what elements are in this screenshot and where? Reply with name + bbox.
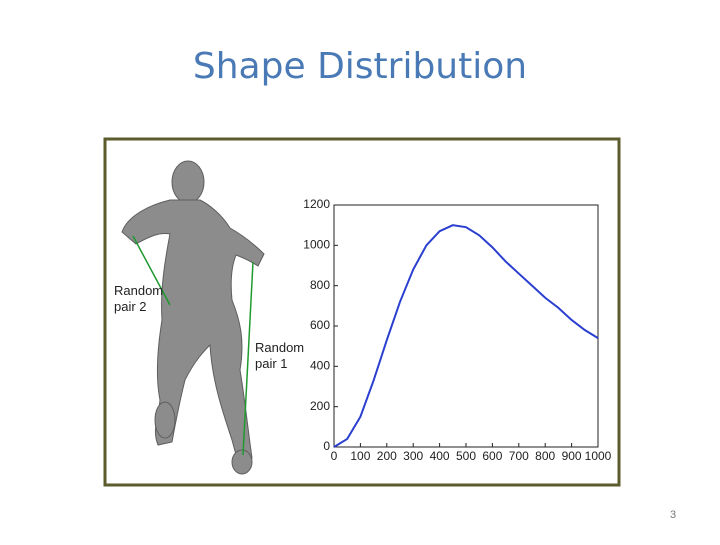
human-shape xyxy=(121,160,265,475)
x-tick-label: 600 xyxy=(482,449,502,463)
x-tick-label: 300 xyxy=(403,449,423,463)
label-line: Random xyxy=(114,283,163,298)
figure-label: Random pair 2 xyxy=(114,283,163,314)
label-line: Random xyxy=(255,340,304,355)
pair-line xyxy=(132,235,171,306)
x-tick-label: 100 xyxy=(350,449,370,463)
label-line: pair 2 xyxy=(114,299,147,314)
y-tick-label: 1000 xyxy=(303,238,330,252)
plot: 0 200 400 600 800 1000 1200 0 100 200 300 400 500 600… xyxy=(303,197,611,463)
pair-line xyxy=(242,261,254,456)
x-tick-label: 700 xyxy=(509,449,529,463)
x-tick-label: 500 xyxy=(456,449,476,463)
y-tick-label: 0 xyxy=(323,439,330,453)
x-tick-label: 800 xyxy=(535,449,555,463)
page-number: 3 xyxy=(670,509,676,521)
x-tick-label: 900 xyxy=(562,449,582,463)
y-tick-label: 600 xyxy=(310,318,330,332)
y-tick-label: 800 xyxy=(310,278,330,292)
x-tick-label: 200 xyxy=(377,449,397,463)
x-tick-label: 400 xyxy=(430,449,450,463)
y-tick-label: 400 xyxy=(310,359,330,373)
x-tick-label: 0 xyxy=(331,449,338,463)
label-line: pair 1 xyxy=(255,356,288,371)
y-tick-label: 1200 xyxy=(303,197,330,211)
x-tick-label: 1000 xyxy=(585,449,612,463)
y-tick-label: 200 xyxy=(310,399,330,413)
figure-label: Random pair 1 xyxy=(255,340,304,371)
pair-lines xyxy=(132,235,254,456)
line xyxy=(333,224,599,448)
slide-title: Shape Distribution xyxy=(193,46,527,87)
